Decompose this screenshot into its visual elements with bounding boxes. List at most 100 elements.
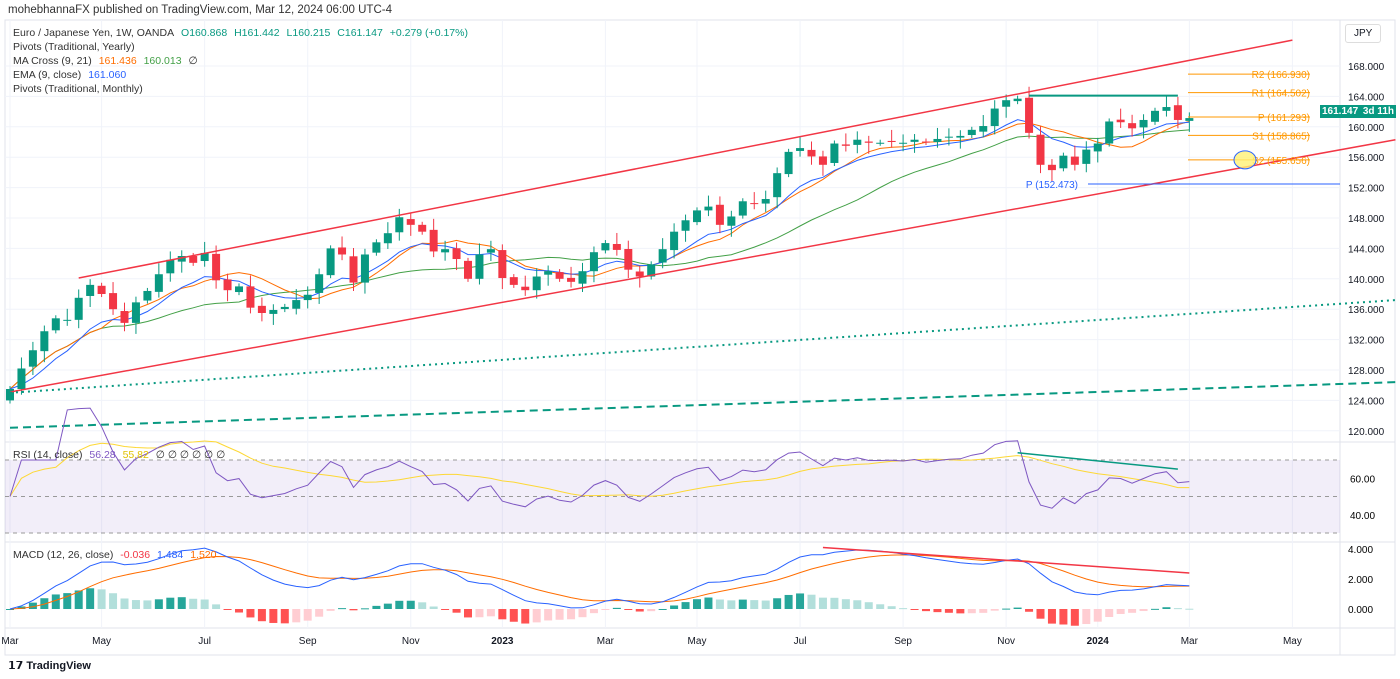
macd-histogram-bar (876, 604, 885, 609)
macd-histogram-bar (830, 597, 839, 609)
candle-body (360, 254, 369, 283)
candle-body (154, 274, 163, 292)
candle-body (395, 217, 404, 233)
bar-countdown: 3d 11h (1362, 106, 1394, 117)
ma-fast-line (9, 120, 1190, 390)
y-tick-label: 120.000 (1348, 427, 1385, 438)
macd-histogram-bar (17, 606, 26, 609)
rsi-legend[interactable]: RSI (14, close) 56.28 55.82 ∅ ∅ ∅ ∅ ∅ ∅ (13, 449, 229, 461)
candle-body (1002, 100, 1011, 107)
macd-histogram-bar (486, 609, 495, 617)
macd-histogram-bar (1105, 609, 1114, 618)
candle-body (555, 272, 564, 279)
open-value: O160.868 (181, 27, 228, 39)
pivots-monthly-legend[interactable]: Pivots (Traditional, Monthly) (13, 83, 143, 95)
candle-body (1082, 149, 1091, 164)
candle-body (40, 331, 49, 352)
pivots-yearly-legend[interactable]: Pivots (Traditional, Yearly) (13, 41, 135, 53)
ema-legend[interactable]: EMA (9, close) 161.060 (13, 69, 130, 81)
x-tick-label: May (688, 636, 707, 647)
macd-histogram-bar (1002, 608, 1011, 610)
candle-body (406, 219, 415, 225)
candle-body (967, 129, 976, 136)
macd-histogram-bar (818, 597, 827, 609)
candle-body (1105, 121, 1114, 144)
logo-icon: 𝟭𝟳 (8, 660, 27, 672)
macd-histogram-bar (97, 589, 106, 609)
candle-body (257, 305, 266, 313)
macd-histogram-bar (143, 600, 152, 609)
macd-tick-label: 4.000 (1348, 545, 1373, 556)
candle-body (1128, 123, 1137, 129)
y-tick-label: 128.000 (1348, 366, 1385, 377)
macd-histogram-bar (177, 597, 186, 609)
macd-histogram-bar (1116, 609, 1125, 614)
macd-histogram-bar (349, 609, 358, 611)
macd-histogram-bar (796, 593, 805, 609)
macd-histogram-bar (1036, 609, 1045, 619)
macd-histogram-bar (750, 600, 759, 609)
macd-histogram-bar (166, 597, 175, 609)
candle-body (693, 210, 701, 223)
candle-body (383, 233, 392, 244)
y-tick-label: 164.000 (1348, 92, 1385, 103)
macd-histogram-bar (429, 606, 438, 609)
monthly-pivot-label: P (161.293) (1258, 113, 1310, 124)
macd-histogram-bar (567, 609, 576, 620)
candle-body (120, 311, 129, 323)
candle-body (1070, 156, 1079, 165)
candle-body (1162, 107, 1171, 111)
ma-fast-value: 161.436 (98, 55, 137, 67)
candle-body (761, 199, 770, 204)
candle-body (521, 286, 530, 291)
candle-body (624, 249, 633, 270)
macd-histogram-bar (1128, 609, 1137, 613)
candle-body (773, 173, 782, 198)
rsi-ma-line (9, 440, 1190, 497)
candle-body (498, 250, 507, 279)
candle-body (452, 248, 461, 260)
macd-histogram-bar (360, 608, 369, 610)
y-tick-label: 148.000 (1348, 214, 1385, 225)
candle-body (1059, 155, 1068, 169)
macd-histogram-bar (807, 594, 816, 609)
close-value: C161.147 (337, 27, 383, 39)
macd-histogram-bar (464, 609, 472, 618)
x-tick-label: Mar (597, 636, 615, 647)
rsi-tick-label: 60.00 (1350, 474, 1375, 485)
candle-body (841, 144, 850, 146)
ma-null-value: ∅ (188, 55, 198, 67)
macd-histogram-bar (51, 594, 60, 609)
last-price-tag: 161.147 3d 11h (1320, 105, 1396, 118)
macd-signal-value: 1.520 (190, 549, 217, 561)
macd-histogram-bar (1070, 609, 1079, 626)
candle-body (212, 253, 221, 281)
macd-histogram-bar (784, 594, 793, 609)
x-tick-label: Mar (1, 636, 19, 647)
currency-button[interactable]: JPY (1345, 24, 1382, 43)
low-value: L160.215 (286, 27, 331, 39)
candle-body (429, 229, 438, 252)
candle-body (578, 271, 587, 284)
rsi-value: 56.28 (89, 449, 116, 461)
tradingview-logo[interactable]: 𝟭𝟳 TradingView (8, 659, 91, 672)
candle-body (1116, 119, 1125, 123)
rsi-divergence-line (1017, 451, 1178, 470)
ema-line (9, 119, 1190, 390)
candle-body (956, 135, 965, 138)
macd-legend[interactable]: MACD (12, 26, close) -0.036 1.484 1.520 (13, 549, 220, 561)
candle-body (601, 243, 610, 251)
candle-body (647, 264, 656, 277)
candle-body (177, 256, 186, 262)
candle-body (887, 140, 896, 142)
macd-histogram-bar (727, 600, 736, 609)
ema-label: EMA (9, close) (13, 69, 82, 81)
x-tick-label: Sep (299, 636, 317, 647)
macd-histogram-bar (693, 599, 701, 609)
candle-body (97, 285, 106, 294)
x-tick-label: 2024 (1087, 636, 1110, 647)
macd-histogram-bar (933, 609, 942, 613)
ma-cross-legend[interactable]: MA Cross (9, 21) 161.436 160.013 ∅ (13, 55, 202, 67)
symbol-name: Euro / Japanese Yen, 1W, OANDA (13, 27, 175, 39)
